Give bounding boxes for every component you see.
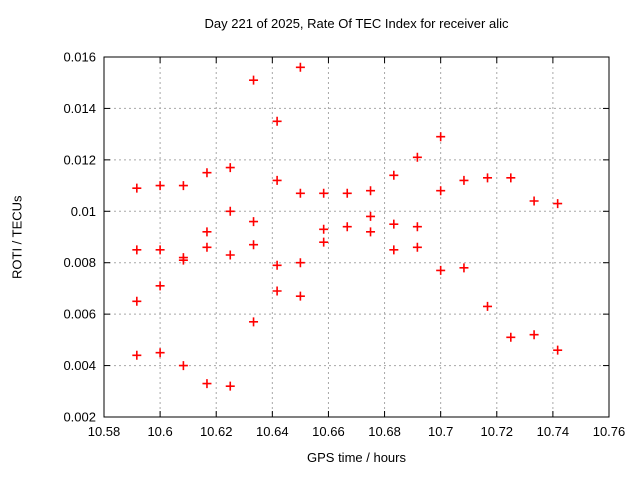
- data-point-marker: [155, 281, 165, 291]
- data-point-marker: [342, 222, 352, 232]
- y-tick-label: 0.01: [71, 204, 96, 219]
- data-point-marker: [342, 188, 352, 198]
- data-point-marker: [272, 260, 282, 270]
- data-point-marker: [132, 296, 142, 306]
- data-point-marker: [249, 317, 259, 327]
- x-tick-label: 10.64: [256, 424, 289, 439]
- data-point-marker: [225, 163, 235, 173]
- x-tick-label: 10.58: [88, 424, 121, 439]
- data-point-marker: [319, 224, 329, 234]
- x-tick-label: 10.7: [428, 424, 453, 439]
- data-point-marker: [132, 183, 142, 193]
- data-point-marker: [412, 242, 422, 252]
- data-point-marker: [202, 168, 212, 178]
- data-point-marker: [178, 361, 188, 371]
- data-point-marker: [295, 258, 305, 268]
- y-tick-label: 0.004: [63, 358, 96, 373]
- data-point-marker: [272, 175, 282, 185]
- data-point-marker: [155, 348, 165, 358]
- data-point-marker: [225, 381, 235, 391]
- data-point-marker: [202, 379, 212, 389]
- data-point-marker: [178, 255, 188, 265]
- data-point-marker: [155, 181, 165, 191]
- x-axis-label: GPS time / hours: [307, 450, 406, 465]
- data-point-marker: [319, 237, 329, 247]
- x-tick-label: 10.6: [147, 424, 172, 439]
- y-tick-label: 0.012: [63, 152, 96, 167]
- y-tick-label: 0.002: [63, 410, 96, 425]
- data-point-marker: [155, 245, 165, 255]
- data-point-marker: [295, 291, 305, 301]
- data-point-marker: [295, 62, 305, 72]
- data-point-marker: [412, 152, 422, 162]
- x-tick-label: 10.62: [200, 424, 233, 439]
- y-tick-label: 0.016: [63, 50, 96, 65]
- data-point-marker: [459, 175, 469, 185]
- data-point-marker: [436, 132, 446, 142]
- y-axis-label: ROTI / TECUs: [9, 195, 25, 279]
- data-point-marker: [249, 217, 259, 227]
- data-point-marker: [436, 186, 446, 196]
- data-point-marker: [506, 173, 516, 183]
- data-point-marker: [366, 211, 376, 221]
- data-point-marker: [483, 173, 493, 183]
- x-tick-label: 10.76: [593, 424, 626, 439]
- data-point-marker: [412, 222, 422, 232]
- chart-title: Day 221 of 2025, Rate Of TEC Index for r…: [204, 16, 509, 31]
- data-point-marker: [132, 245, 142, 255]
- data-point-marker: [366, 186, 376, 196]
- data-point-marker: [389, 170, 399, 180]
- x-tick-label: 10.68: [368, 424, 401, 439]
- data-point-marker: [202, 227, 212, 237]
- x-tick-label: 10.66: [312, 424, 345, 439]
- data-point-marker: [483, 301, 493, 311]
- plot-border: [103, 56, 610, 418]
- data-point-marker: [132, 350, 142, 360]
- data-point-marker: [389, 245, 399, 255]
- data-point-marker: [529, 330, 539, 340]
- x-tick-label: 10.72: [481, 424, 514, 439]
- data-point-marker: [319, 188, 329, 198]
- data-point-marker: [178, 181, 188, 191]
- data-point-marker: [553, 199, 563, 209]
- y-tick-label: 0.014: [63, 101, 96, 116]
- data-point-marker: [389, 219, 399, 229]
- y-tick-label: 0.008: [63, 255, 96, 270]
- data-point-marker: [249, 240, 259, 250]
- data-point-marker: [272, 116, 282, 126]
- data-point-marker: [506, 332, 516, 342]
- data-point-marker: [272, 286, 282, 296]
- data-point-marker: [529, 196, 539, 206]
- data-point-marker: [225, 206, 235, 216]
- data-point-marker: [436, 265, 446, 275]
- data-point-marker: [225, 250, 235, 260]
- data-point-marker: [459, 263, 469, 273]
- data-point-marker: [249, 75, 259, 85]
- data-point-marker: [553, 345, 563, 355]
- data-point-marker: [366, 227, 376, 237]
- data-point-marker: [202, 242, 212, 252]
- x-tick-label: 10.74: [537, 424, 570, 439]
- y-tick-label: 0.006: [63, 307, 96, 322]
- data-point-marker: [295, 188, 305, 198]
